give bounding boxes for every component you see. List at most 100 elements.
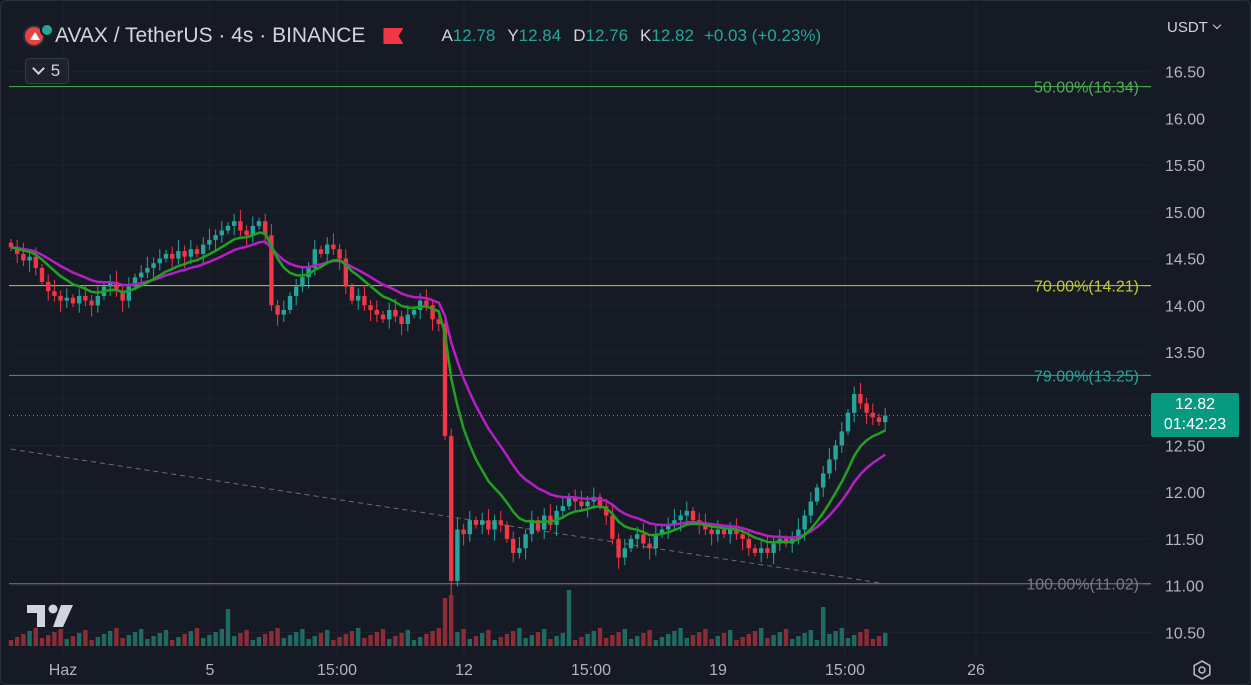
volume-bar: [108, 631, 113, 646]
volume-bar: [238, 633, 243, 646]
volume-bar: [635, 636, 640, 646]
candle-body: [387, 309, 392, 320]
candle-body: [77, 295, 82, 304]
candle-body: [554, 510, 559, 525]
candle-body: [486, 520, 491, 530]
x-tick-label: 15:00: [317, 662, 357, 679]
volume-bar: [709, 639, 714, 646]
volume-bar: [511, 631, 516, 646]
indicators-toggle-button[interactable]: 5: [25, 58, 69, 84]
y-tick-label: 12.00: [1165, 485, 1205, 502]
volume-bar: [287, 635, 293, 646]
candle-body: [845, 412, 851, 432]
volume-bar: [672, 631, 677, 646]
volume-bar: [653, 640, 658, 646]
y-tick-label: 11.50: [1165, 532, 1204, 549]
candle-body: [442, 323, 448, 437]
candle-body: [740, 534, 745, 539]
volume-bar: [839, 628, 844, 646]
volume-bar: [591, 631, 596, 646]
volume-bar: [535, 632, 541, 646]
ohlc-values: A 12.78 Y 12.84 D 12.76 K 12.82 +0.03 (+0.23…: [429, 26, 821, 46]
volume-bar: [89, 640, 94, 646]
candle-body: [560, 506, 565, 511]
candle-body: [46, 281, 51, 292]
volume-bar: [244, 630, 249, 646]
volume-bar: [678, 628, 683, 646]
candle-body: [622, 548, 627, 558]
candle-body: [827, 459, 832, 474]
x-tick-label: 15:00: [825, 662, 865, 679]
candle-body: [380, 314, 386, 320]
volume-bar: [467, 639, 472, 646]
candle-body: [566, 496, 572, 507]
candle-body: [449, 436, 454, 581]
fib-label: 50.00%(16.34): [1034, 80, 1139, 97]
volume-bar: [684, 638, 689, 646]
candle-body: [511, 538, 516, 553]
candle-body: [808, 501, 813, 516]
volume-bar: [548, 639, 553, 646]
volume-bar: [95, 637, 100, 646]
avax-logo-icon[interactable]: [23, 23, 54, 47]
candle-body: [734, 529, 739, 535]
volume-bar: [101, 634, 107, 646]
volume-bar: [802, 633, 807, 646]
y-tick-label: 15.50: [1165, 158, 1205, 175]
volume-bar: [64, 639, 69, 646]
volume-bar: [715, 636, 720, 646]
tradingview-logo-icon[interactable]: [27, 603, 75, 629]
candle-body: [405, 314, 410, 324]
candle-body: [27, 256, 32, 261]
candle-body: [157, 258, 162, 264]
volume-bar: [232, 636, 237, 646]
high-label: Y: [507, 26, 519, 45]
candle-body: [579, 501, 584, 507]
volume-bar: [151, 636, 156, 646]
volume-bar: [33, 628, 38, 646]
candle-body: [597, 496, 603, 507]
volume-bar: [808, 630, 813, 646]
volume-bar: [883, 633, 888, 646]
candle-body: [294, 286, 299, 296]
candle-body: [411, 309, 417, 315]
candle-body: [430, 305, 435, 320]
volume-bar: [523, 638, 528, 646]
candle-body: [349, 286, 355, 301]
y-tick-label: 16.00: [1165, 111, 1205, 128]
gear-icon[interactable]: [1192, 660, 1212, 680]
candle-body: [362, 295, 367, 306]
candle-body: [393, 309, 398, 317]
candle-body: [585, 501, 590, 507]
volume-bar: [560, 633, 565, 646]
y-tick-label: 14.50: [1165, 252, 1205, 269]
candle-body: [300, 277, 305, 287]
volume-bar: [771, 635, 776, 646]
candle-body: [523, 534, 528, 549]
candle-body: [517, 548, 522, 553]
candle-body: [139, 272, 144, 278]
volume-bar: [132, 632, 138, 646]
volume-bar: [728, 630, 733, 646]
candle-body: [548, 515, 553, 525]
y-tick-label: 12.50: [1165, 438, 1205, 455]
volume-bar: [480, 633, 485, 646]
volume-bar: [666, 634, 671, 646]
candle-body: [659, 529, 665, 535]
volume-bar: [765, 638, 770, 646]
volume-bar: [182, 634, 187, 646]
volume-bar: [604, 638, 609, 646]
low-value: 12.76: [585, 26, 629, 45]
candle-body: [182, 251, 187, 257]
currency-selector[interactable]: USDT: [1167, 19, 1222, 36]
volume-bar: [145, 639, 150, 646]
flag-icon[interactable]: [383, 28, 404, 44]
ema-slow-line: [10, 240, 886, 539]
candle-body: [715, 529, 720, 535]
candle-body: [529, 520, 534, 535]
volume-bar: [585, 634, 590, 646]
low-label: D: [573, 26, 586, 45]
volume-bar: [777, 632, 782, 646]
symbol-title[interactable]: AVAX / TetherUS · 4s · BINANCE: [55, 24, 366, 47]
